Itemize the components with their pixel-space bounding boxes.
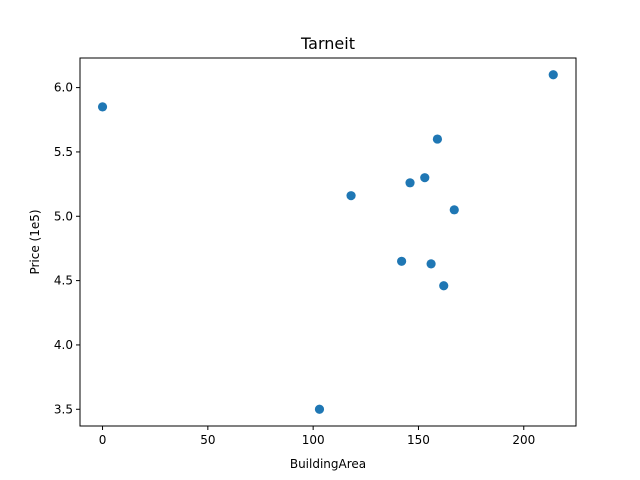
plot-frame [79,57,577,427]
y-tick-label: 4.0 [54,338,73,352]
data-point [346,191,356,201]
data-point [97,102,108,112]
y-axis-ticks: 3.5 4.0 4.5 5.0 5.5 6.0 [54,81,80,416]
y-tick-label: 3.5 [54,402,73,416]
y-tick-label: 5.0 [54,209,73,223]
y-tick-label: 6.0 [54,81,73,95]
data-point [420,173,430,183]
y-tick-label: 5.5 [54,145,73,159]
data-point [426,259,436,269]
x-axis-label: BuildingArea [290,457,366,471]
plot-axes: 0 50 100 150 200 3.5 4.0 4.5 5.0 5.5 6.0 [54,57,577,447]
data-points [97,70,558,414]
data-point [432,134,443,144]
data-point [548,70,558,80]
y-tick-label: 4.5 [54,274,73,288]
chart-title: Tarneit [300,34,355,53]
x-tick-label: 0 [99,433,107,447]
x-tick-label: 200 [512,433,535,447]
x-axis-ticks: 0 50 100 150 200 [99,426,535,447]
data-point [449,205,459,215]
x-tick-label: 100 [302,433,325,447]
data-point [397,256,407,266]
data-point [405,178,415,188]
x-tick-label: 50 [200,433,215,447]
y-axis-label: Price (1e5) [28,209,42,274]
data-point [439,281,449,291]
x-tick-label: 150 [407,433,430,447]
data-point [314,404,325,414]
